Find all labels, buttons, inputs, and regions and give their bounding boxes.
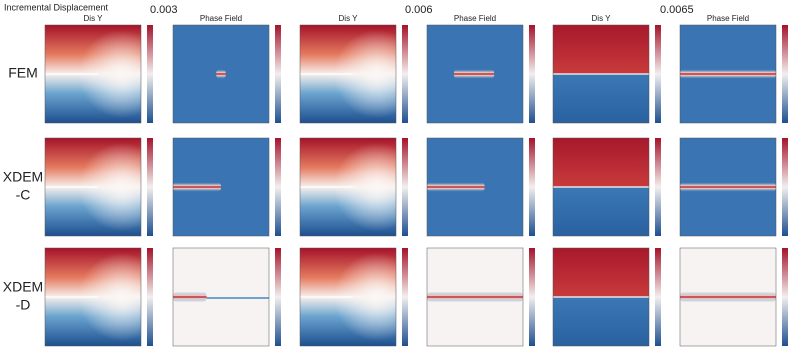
colorbar (782, 25, 788, 123)
row-label: -D (16, 297, 31, 313)
panel-frame (172, 247, 270, 347)
panel-frame (44, 137, 142, 237)
increment-label: 0.003 (150, 4, 178, 16)
colorbar (275, 138, 281, 236)
panel-frame (552, 247, 650, 347)
panel-frame (679, 247, 777, 347)
column-title: Dis Y (592, 14, 612, 23)
row-label: XDEM (3, 169, 43, 185)
panel-frame (552, 137, 650, 237)
row-label: XDEM (3, 279, 43, 295)
crack (427, 182, 485, 192)
colorbar (402, 248, 408, 346)
crack (680, 292, 776, 302)
colorbar (529, 138, 535, 236)
colorbar (275, 25, 281, 123)
colorbar (655, 138, 661, 236)
column-title: Phase Field (707, 14, 749, 23)
phase-lower (173, 297, 269, 299)
colorbar (147, 25, 153, 123)
colorbar (402, 138, 408, 236)
column-title: Dis Y (339, 14, 359, 23)
colorbar (655, 25, 661, 123)
increment-label: 0.006 (405, 4, 433, 16)
panel-frame (426, 247, 524, 347)
panel-frame (44, 24, 142, 124)
column-title: Phase Field (200, 14, 242, 23)
colorbar (275, 248, 281, 346)
column-title: Phase Field (454, 14, 496, 23)
row-label: FEM (8, 65, 38, 81)
panel-frame (172, 137, 270, 237)
header-title: Incremental Displacement (4, 2, 109, 12)
panel-frame (426, 24, 524, 124)
colorbar (147, 138, 153, 236)
row-label: -C (16, 187, 31, 203)
panel-frame (426, 137, 524, 237)
colorbar (529, 25, 535, 123)
panel-frame (679, 24, 777, 124)
crack (173, 182, 221, 192)
crack (680, 69, 776, 79)
colorbar (655, 248, 661, 346)
panel-frame (44, 247, 142, 347)
colorbar (782, 248, 788, 346)
panel-frame (679, 137, 777, 237)
colorbar (147, 248, 153, 346)
crack (427, 292, 523, 302)
panel-frame (299, 24, 397, 124)
crack (453, 69, 495, 79)
colorbar (782, 138, 788, 236)
colorbar (529, 248, 535, 346)
colorbar (402, 25, 408, 123)
increment-label: 0.0065 (660, 4, 694, 16)
panel-frame (552, 24, 650, 124)
crack (173, 292, 207, 302)
column-title: Dis Y (84, 14, 104, 23)
crack (680, 182, 776, 192)
panel-frame (299, 247, 397, 347)
panel-frame (172, 24, 270, 124)
crack (216, 69, 226, 79)
panel-frame (299, 137, 397, 237)
